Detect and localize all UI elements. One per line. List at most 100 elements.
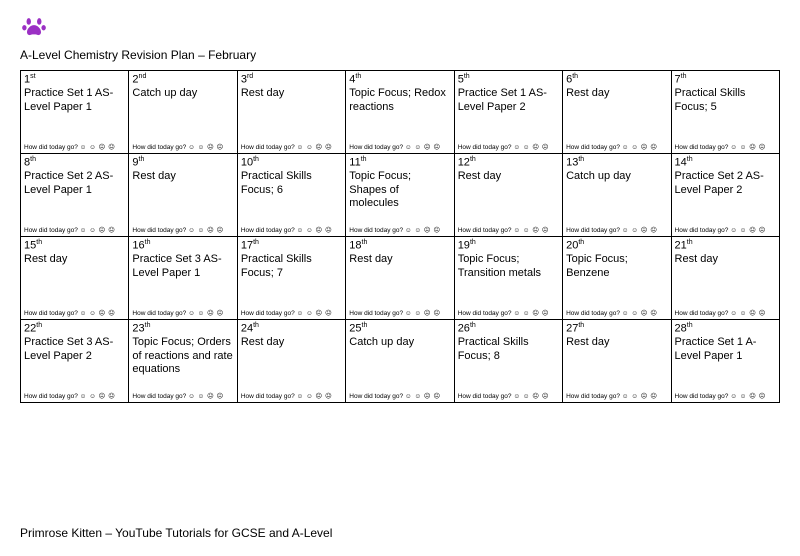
day-text: Rest day bbox=[566, 87, 667, 101]
day-text: Rest day bbox=[241, 336, 342, 350]
calendar-cell: 18thRest day How did today go? ☺ ☺ ☹ ☹ bbox=[346, 237, 454, 320]
day-number: 4th bbox=[349, 73, 450, 87]
day-number: 11th bbox=[349, 156, 450, 170]
day-footer: How did today go? ☺ ☺ ☹ ☹ bbox=[458, 226, 559, 234]
day-text: Practice Set 3 AS-Level Paper 2 bbox=[24, 336, 125, 364]
calendar-cell: 12thRest day How did today go? ☺ ☺ ☹ ☹ bbox=[454, 154, 562, 237]
page-title: A-Level Chemistry Revision Plan – Februa… bbox=[20, 48, 780, 62]
day-footer: How did today go? ☺ ☺ ☹ ☹ bbox=[349, 143, 450, 151]
calendar-cell: 1stPractice Set 1 AS-Level Paper 1 How di… bbox=[21, 71, 129, 154]
calendar-cell: 3rdRest day How did today go? ☺ ☺ ☹ ☹ bbox=[237, 71, 345, 154]
day-footer: How did today go? ☺ ☺ ☹ ☹ bbox=[241, 309, 342, 317]
day-number: 18th bbox=[349, 239, 450, 253]
calendar-cell: 25thCatch up dayHow did today go? ☺ ☺ ☹ … bbox=[346, 320, 454, 403]
day-footer: How did today go? ☺ ☺ ☹ ☹ bbox=[241, 392, 342, 400]
day-footer: How did today go? ☺ ☺ ☹ ☹ bbox=[132, 226, 233, 234]
day-text: Practice Set 1 A-Level Paper 1 bbox=[675, 336, 776, 364]
day-footer: How did today go? ☺ ☺ ☹ ☹ bbox=[349, 226, 450, 234]
day-number: 1st bbox=[24, 73, 125, 87]
day-text: Topic Focus; Redox reactions bbox=[349, 87, 450, 115]
day-number: 26th bbox=[458, 322, 559, 336]
day-text: Practice Set 3 AS-Level Paper 1 bbox=[132, 253, 233, 281]
day-footer: How did today go? ☺ ☺ ☹ ☹ bbox=[458, 392, 559, 400]
day-number: 21th bbox=[675, 239, 776, 253]
day-footer: How did today go? ☺ ☺ ☹ ☹ bbox=[24, 143, 125, 151]
day-text: Catch up day bbox=[566, 170, 667, 184]
calendar-cell: 23thTopic Focus; Orders of reactions and… bbox=[129, 320, 237, 403]
calendar-cell: 10thPractical Skills Focus; 6How did tod… bbox=[237, 154, 345, 237]
calendar-cell: 27thRest day How did today go? ☺ ☺ ☹ ☹ bbox=[563, 320, 671, 403]
calendar-cell: 6thRest day How did today go? ☺ ☺ ☹ ☹ bbox=[563, 71, 671, 154]
day-number: 5th bbox=[458, 73, 559, 87]
day-footer: How did today go? ☺ ☺ ☹ ☹ bbox=[566, 226, 667, 234]
day-text: Practice Set 2 AS-Level Paper 1 bbox=[24, 170, 125, 198]
calendar-cell: 2ndCatch up day How did today go? ☺ ☺ ☹ ☹ bbox=[129, 71, 237, 154]
day-text: Rest day bbox=[241, 87, 342, 101]
day-number: 25th bbox=[349, 322, 450, 336]
day-number: 2nd bbox=[132, 73, 233, 87]
day-text: Rest day bbox=[458, 170, 559, 184]
day-footer: How did today go? ☺ ☺ ☹ ☹ bbox=[132, 143, 233, 151]
day-text: Rest day bbox=[566, 336, 667, 350]
day-footer: How did today go? ☺ ☺ ☹ ☹ bbox=[349, 309, 450, 317]
day-number: 12th bbox=[458, 156, 559, 170]
day-footer: How did today go? ☺ ☺ ☹ ☹ bbox=[24, 309, 125, 317]
calendar-cell: 24thRest day How did today go? ☺ ☺ ☹ ☹ bbox=[237, 320, 345, 403]
calendar-cell: 13thCatch up dayHow did today go? ☺ ☺ ☹ … bbox=[563, 154, 671, 237]
calendar-cell: 17thPractical Skills Focus; 7 How did tod… bbox=[237, 237, 345, 320]
day-text: Practice Set 1 AS-Level Paper 1 bbox=[24, 87, 125, 115]
day-text: Practice Set 2 AS-Level Paper 2 bbox=[675, 170, 776, 198]
day-text: Topic Focus; Benzene bbox=[566, 253, 667, 281]
day-footer: How did today go? ☺ ☺ ☹ ☹ bbox=[241, 226, 342, 234]
day-number: 9th bbox=[132, 156, 233, 170]
day-number: 16th bbox=[132, 239, 233, 253]
day-text: Rest day bbox=[675, 253, 776, 267]
day-footer: How did today go? ☺ ☺ ☹ ☹ bbox=[675, 309, 776, 317]
day-text: Practical Skills Focus; 7 bbox=[241, 253, 342, 281]
day-number: 24th bbox=[241, 322, 342, 336]
day-number: 27th bbox=[566, 322, 667, 336]
day-text: Rest day bbox=[132, 170, 233, 184]
calendar-cell: 7thPractical Skills Focus; 5How did toda… bbox=[671, 71, 779, 154]
day-footer: How did today go? ☺ ☺ ☹ ☹ bbox=[241, 143, 342, 151]
calendar-cell: 5thPractice Set 1 AS-Level Paper 2 How di… bbox=[454, 71, 562, 154]
calendar-cell: 15thRest dayHow did today go? ☺ ☺ ☹ ☹ bbox=[21, 237, 129, 320]
calendar-cell: 26thPractical Skills Focus; 8How did tod… bbox=[454, 320, 562, 403]
day-number: 3rd bbox=[241, 73, 342, 87]
day-number: 17th bbox=[241, 239, 342, 253]
day-text: Topic Focus; Shapes of molecules bbox=[349, 170, 450, 211]
calendar-cell: 9thRest day How did today go? ☺ ☺ ☹ ☹ bbox=[129, 154, 237, 237]
day-footer: How did today go? ☺ ☺ ☹ ☹ bbox=[566, 143, 667, 151]
day-footer: How did today go? ☺ ☺ ☹ ☹ bbox=[132, 309, 233, 317]
day-footer: How did today go? ☺ ☺ ☹ ☹ bbox=[566, 309, 667, 317]
day-number: 20th bbox=[566, 239, 667, 253]
day-number: 6th bbox=[566, 73, 667, 87]
day-footer: How did today go? ☺ ☺ ☹ ☹ bbox=[24, 392, 125, 400]
calendar-cell: 28thPractice Set 1 A-Level Paper 1 How di… bbox=[671, 320, 779, 403]
day-footer: How did today go? ☺ ☺ ☹ ☹ bbox=[458, 309, 559, 317]
day-number: 7th bbox=[675, 73, 776, 87]
day-footer: How did today go? ☺ ☺ ☹ ☹ bbox=[458, 143, 559, 151]
calendar-cell: 21thRest day How did today go? ☺ ☺ ☹ ☹ bbox=[671, 237, 779, 320]
day-text: Topic Focus; Transition metals bbox=[458, 253, 559, 281]
day-text: Rest day bbox=[24, 253, 125, 267]
day-text: Practice Set 1 AS-Level Paper 2 bbox=[458, 87, 559, 115]
day-footer: How did today go? ☺ ☺ ☹ ☹ bbox=[132, 392, 233, 400]
paw-logo-icon bbox=[20, 12, 48, 40]
day-text: Catch up day bbox=[349, 336, 450, 350]
day-number: 14th bbox=[675, 156, 776, 170]
calendar-cell: 16thPractice Set 3 AS-Level Paper 1 How d… bbox=[129, 237, 237, 320]
calendar-cell: 22thPractice Set 3 AS-Level Paper 2How d… bbox=[21, 320, 129, 403]
day-text: Rest day bbox=[349, 253, 450, 267]
day-text: Catch up day bbox=[132, 87, 233, 101]
calendar-cell: 4thTopic Focus; Redox reactions How did t… bbox=[346, 71, 454, 154]
day-footer: How did today go? ☺ ☺ ☹ ☹ bbox=[566, 392, 667, 400]
day-number: 19th bbox=[458, 239, 559, 253]
day-footer: How did today go? ☺ ☺ ☹ ☹ bbox=[24, 226, 125, 234]
day-number: 28th bbox=[675, 322, 776, 336]
day-text: Practical Skills Focus; 5 bbox=[675, 87, 776, 115]
day-number: 8th bbox=[24, 156, 125, 170]
day-footer: How did today go? ☺ ☺ ☹ ☹ bbox=[675, 392, 776, 400]
calendar-cell: 14thPractice Set 2 AS-Level Paper 2 How d… bbox=[671, 154, 779, 237]
day-footer: How did today go? ☺ ☺ ☹ ☹ bbox=[675, 226, 776, 234]
